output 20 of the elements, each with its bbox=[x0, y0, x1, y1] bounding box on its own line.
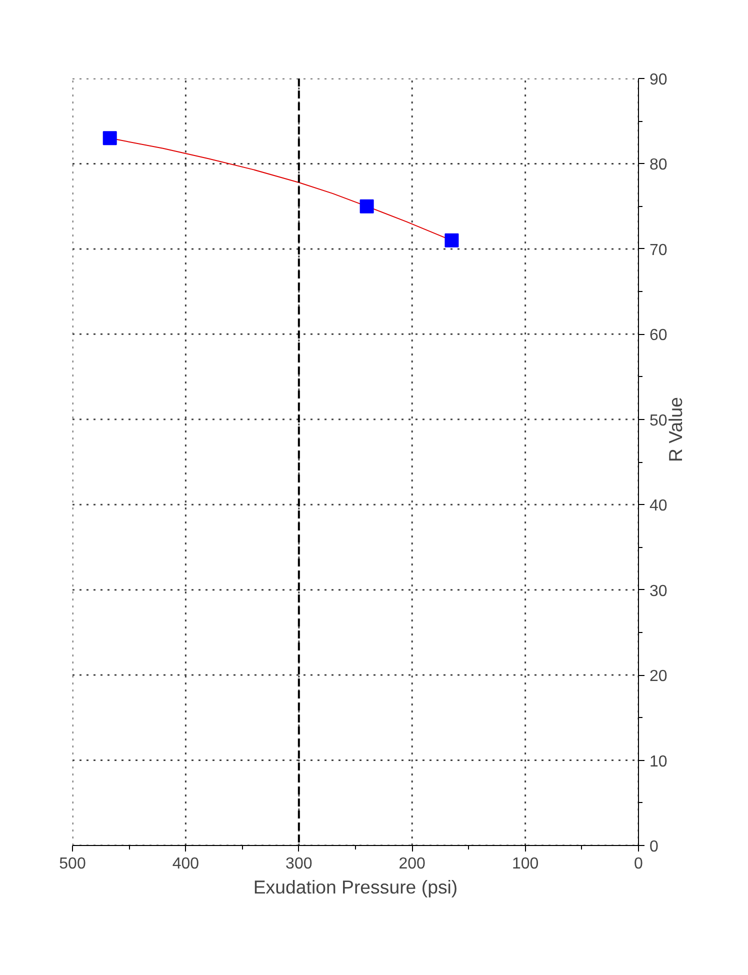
y-tick-label: 70 bbox=[650, 242, 668, 259]
y-tick-label: 0 bbox=[650, 838, 658, 856]
y-tick-label: 10 bbox=[650, 753, 668, 770]
x-axis-title: Exudation Pressure (psi) bbox=[253, 876, 458, 898]
point bbox=[102, 131, 117, 146]
y-tick-label: 50 bbox=[650, 412, 668, 430]
x-tick-label: 100 bbox=[512, 856, 539, 872]
y-tick-label: 30 bbox=[650, 582, 668, 600]
x-tick-label: 500 bbox=[59, 856, 86, 872]
point bbox=[360, 199, 374, 214]
y-tick-label: 20 bbox=[650, 668, 668, 686]
x-tick-label: 200 bbox=[398, 856, 426, 872]
y-tick-label: 80 bbox=[650, 156, 668, 174]
x-tick-label: 300 bbox=[286, 856, 312, 872]
point bbox=[444, 233, 459, 248]
y-tick-label: 40 bbox=[650, 498, 668, 515]
x-tick-label: 400 bbox=[172, 856, 200, 872]
x-tick-label: 0 bbox=[634, 856, 644, 872]
y-tick-label: 90 bbox=[650, 72, 668, 88]
y-tick-label: 60 bbox=[650, 327, 668, 344]
